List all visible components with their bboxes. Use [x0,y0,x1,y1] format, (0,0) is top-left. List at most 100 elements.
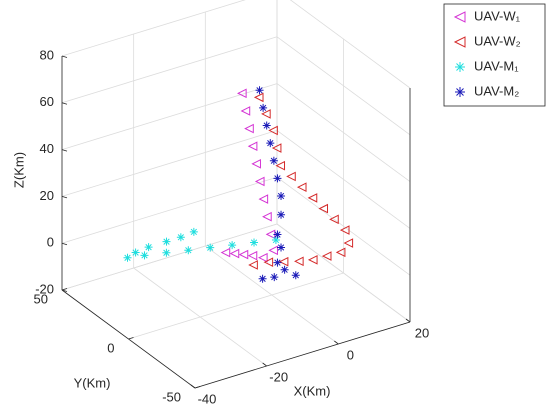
y-tick [194,386,201,389]
data-point [277,192,286,200]
legend-label: UAV-M₁ [474,58,519,73]
data-point [258,194,269,204]
y-tick-label: 50 [34,291,48,306]
z-tick [61,149,68,152]
data-point [251,159,261,169]
data-point [321,251,332,261]
grid-line [61,0,246,57]
data-point [263,257,274,267]
data-point [335,247,346,258]
data-point [247,141,258,152]
data-point [273,258,282,267]
legend-label: UAV-W₂ [474,33,521,48]
data-point [307,193,318,203]
legend-marker [453,36,466,48]
y-tick-label: -50 [162,389,181,404]
data-point [258,274,267,283]
data-point [266,139,275,148]
z-tick-label: 80 [40,47,54,62]
x-tick-label: -20 [269,369,288,384]
z-tick-label: 0 [47,235,54,250]
data-point [294,256,304,267]
data-point [277,210,286,219]
data-point [162,248,171,257]
grid-line [61,176,278,244]
data-point [271,143,282,153]
data-point [255,86,264,95]
z-tick-label: 60 [40,94,54,109]
data-point [244,123,254,134]
x-tick-label: 20 [415,325,429,340]
z-tick-label: -20 [35,281,54,296]
data-point [271,236,280,244]
x-tick [262,362,267,367]
legend-marker [455,62,465,72]
y-axis-label: Y(Km) [74,375,111,390]
data-point [162,237,171,246]
data-point [268,125,278,136]
legend-box [443,3,546,107]
data-point [286,171,296,182]
x-tick-label: 0 [347,347,354,362]
data-point [189,227,198,236]
data-point [270,273,279,282]
z-tick-label: 20 [40,188,54,203]
data-point [261,109,271,119]
x-axis-label: X(Km) [294,383,331,398]
data-point [291,271,300,280]
axis-line [194,321,411,389]
data-point [238,249,249,260]
data-point [240,106,251,116]
data-point [259,103,268,112]
data-point [329,214,339,225]
data-point [228,241,237,250]
x-tick [405,318,411,323]
y-tick-label: 0 [107,340,114,355]
data-point [247,250,258,261]
data-point [277,243,286,252]
data-point [268,245,278,256]
z-tick [61,196,68,199]
data-point [296,182,307,192]
y-tick [61,288,68,291]
legend-marker [453,11,466,23]
data-point [220,247,231,258]
data-point [176,233,185,242]
data-point [257,252,268,263]
grid-line [61,36,278,104]
data-point [280,265,289,274]
x-tick [334,340,339,345]
data-point [318,203,329,214]
z-tick [61,102,68,105]
x-tick-label: -40 [198,391,217,404]
y-tick [128,337,134,340]
data-point [140,251,149,260]
data-point [273,174,282,183]
legend-marker [455,87,465,97]
z-tick [61,55,68,58]
grid-line [128,272,344,340]
data-point [144,243,153,252]
z-tick [61,289,68,292]
data-point [253,92,264,103]
data-point [237,88,247,99]
z-axis-label: Z(Km) [11,152,26,188]
data-point [339,225,350,235]
data-point [254,176,265,187]
data-point [307,255,318,265]
legend-label: UAV-W₁ [474,8,521,23]
data-point [275,160,286,171]
data-point [206,243,215,252]
data-point [269,156,278,165]
data-point [278,256,289,267]
data-point [262,211,272,222]
data-point [131,248,140,257]
data-point [262,121,271,130]
legend-label: UAV-M₂ [474,83,519,98]
z-tick [61,242,68,246]
grid-line [61,130,278,197]
grid-line [61,223,278,291]
data-point [229,248,240,259]
